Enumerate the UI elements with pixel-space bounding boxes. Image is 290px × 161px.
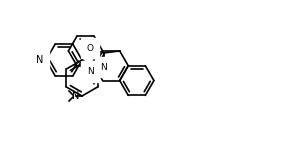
- Text: N: N: [87, 67, 94, 76]
- Text: N: N: [100, 63, 107, 71]
- Text: O: O: [87, 44, 94, 53]
- Text: N: N: [72, 91, 80, 101]
- Text: N: N: [36, 55, 44, 65]
